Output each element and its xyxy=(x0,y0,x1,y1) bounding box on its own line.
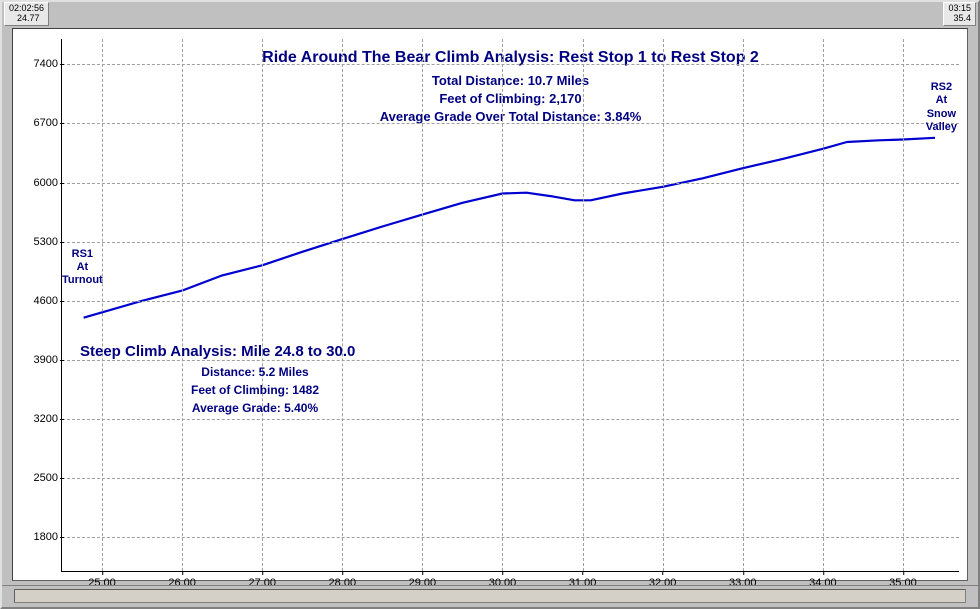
gridline-v xyxy=(583,39,584,571)
steep-sub-3: Average Grade: 5.40% xyxy=(80,401,430,415)
y-tick-label: 6700 xyxy=(20,117,58,129)
gridline-h xyxy=(62,123,959,124)
y-tick-label: 7400 xyxy=(20,58,58,70)
left-dist: 24.77 xyxy=(9,14,44,24)
gridline-h xyxy=(62,537,959,538)
y-tick-label: 1800 xyxy=(20,531,58,543)
gridline-h xyxy=(62,301,959,302)
gridline-v xyxy=(903,39,904,571)
gridline-h xyxy=(62,478,959,479)
gridline-h xyxy=(62,183,959,184)
gridline-v xyxy=(102,39,103,571)
top-left-info: 02:02:56 24.77 xyxy=(4,2,49,26)
right-dist: 35.4 xyxy=(948,14,971,24)
annotation-rs2: RS2 At Snow Valley xyxy=(926,81,957,134)
y-tick-label: 5300 xyxy=(20,236,58,248)
y-tick-label: 6000 xyxy=(20,177,58,189)
plot-region: Ride Around The Bear Climb Analysis: Res… xyxy=(61,39,959,572)
gridline-v xyxy=(663,39,664,571)
horizontal-scrollbar[interactable] xyxy=(14,589,966,603)
gridline-v xyxy=(342,39,343,571)
y-tick-label: 3900 xyxy=(20,354,58,366)
y-tick-label: 4600 xyxy=(20,295,58,307)
gridline-h xyxy=(62,242,959,243)
gridline-h xyxy=(62,419,959,420)
bottom-bar xyxy=(2,585,978,607)
y-tick-label: 3200 xyxy=(20,413,58,425)
gridline-v xyxy=(743,39,744,571)
annotation-rs1: RS1 At Turnout xyxy=(62,248,103,288)
y-tick-label: 2500 xyxy=(20,472,58,484)
gridline-h xyxy=(62,64,959,65)
gridline-v xyxy=(823,39,824,571)
steep-title: Steep Climb Analysis: Mile 24.8 to 30.0 xyxy=(80,343,355,360)
gridline-v xyxy=(422,39,423,571)
gridline-v xyxy=(502,39,503,571)
steep-sub-2: Feet of Climbing: 1482 xyxy=(80,383,430,397)
gridline-h xyxy=(62,360,959,361)
gridline-v xyxy=(262,39,263,571)
top-info-bar: 02:02:56 24.77 03:15 35.4 xyxy=(2,2,978,26)
elevation-line xyxy=(62,39,959,571)
chart-area: Ride Around The Bear Climb Analysis: Res… xyxy=(12,28,968,581)
steep-sub-1: Distance: 5.2 Miles xyxy=(80,365,430,379)
gridline-v xyxy=(182,39,183,571)
top-right-info: 03:15 35.4 xyxy=(943,2,976,26)
chart-window: 02:02:56 24.77 03:15 35.4 Ride Around Th… xyxy=(0,0,980,609)
